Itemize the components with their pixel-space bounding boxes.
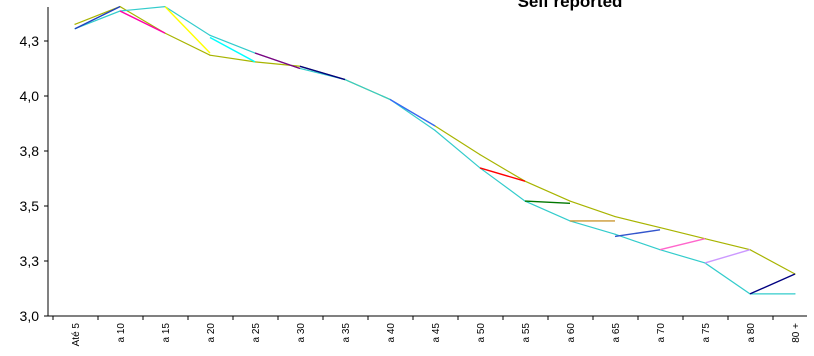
y-tick-label: 3,0	[20, 308, 40, 324]
x-tick-label: a 15	[161, 323, 172, 343]
accent-segment	[119, 10, 166, 34]
y-axis-labels: 3,0 3,3 3,5 3,8 4,0 4,3	[20, 33, 40, 324]
x-tick-label: a 50	[476, 323, 487, 343]
series-line	[74, 5, 795, 295]
accent-segment	[74, 5, 121, 30]
y-tick-label: 3,3	[20, 253, 40, 269]
y-tick-label: 4,0	[20, 88, 40, 104]
x-tick-label: a 75	[701, 323, 712, 343]
accent-segment	[749, 273, 796, 295]
accent-segment	[254, 52, 301, 70]
accent-segment	[614, 229, 661, 238]
accent-segment	[479, 167, 526, 182]
series-layer	[74, 5, 796, 295]
data-point	[209, 34, 211, 36]
data-point	[479, 154, 481, 156]
x-tick-label: a 10	[116, 323, 127, 343]
x-axis-labels: Até 5 a 10 a 15 a 20 a 25 a 30 a 35 a 40 a 45 a 5…	[71, 323, 802, 347]
data-point	[434, 129, 436, 131]
data-point	[569, 200, 571, 202]
accent-segment	[524, 200, 571, 204]
accent-segment	[209, 36, 256, 63]
chart-title: Self reported	[518, 0, 623, 11]
x-tick-label: a 45	[431, 323, 442, 343]
data-point	[659, 227, 661, 229]
x-tick-label: Até 5	[71, 323, 82, 347]
axes	[44, 7, 807, 320]
y-tick-label: 3,5	[20, 198, 40, 214]
series-line	[74, 5, 796, 275]
x-tick-label: a 35	[341, 323, 352, 343]
x-tick-label: a 40	[386, 323, 397, 343]
data-point	[614, 233, 616, 235]
x-tick-label: a 70	[656, 323, 667, 343]
accent-segment	[659, 237, 706, 251]
accent-segment	[299, 65, 346, 81]
data-point	[209, 54, 211, 56]
x-tick-label: a 60	[566, 323, 577, 343]
accent-segment	[389, 98, 436, 127]
accent-segment	[704, 249, 751, 264]
accent-layer	[74, 5, 796, 295]
x-tick-label: a 80	[746, 323, 757, 343]
y-tick-label: 3,8	[20, 143, 40, 159]
x-tick-label: a 30	[296, 323, 307, 343]
x-tick-label: 80 +	[791, 323, 802, 343]
x-tick-label: a 25	[251, 323, 262, 343]
data-point	[794, 293, 796, 295]
accent-segment	[164, 6, 211, 54]
data-point	[74, 23, 76, 25]
x-tick-label: a 20	[206, 323, 217, 343]
x-tick-label: a 55	[521, 323, 532, 343]
x-tick-label: a 65	[611, 323, 622, 343]
y-tick-label: 4,3	[20, 33, 40, 49]
data-point	[614, 215, 616, 218]
